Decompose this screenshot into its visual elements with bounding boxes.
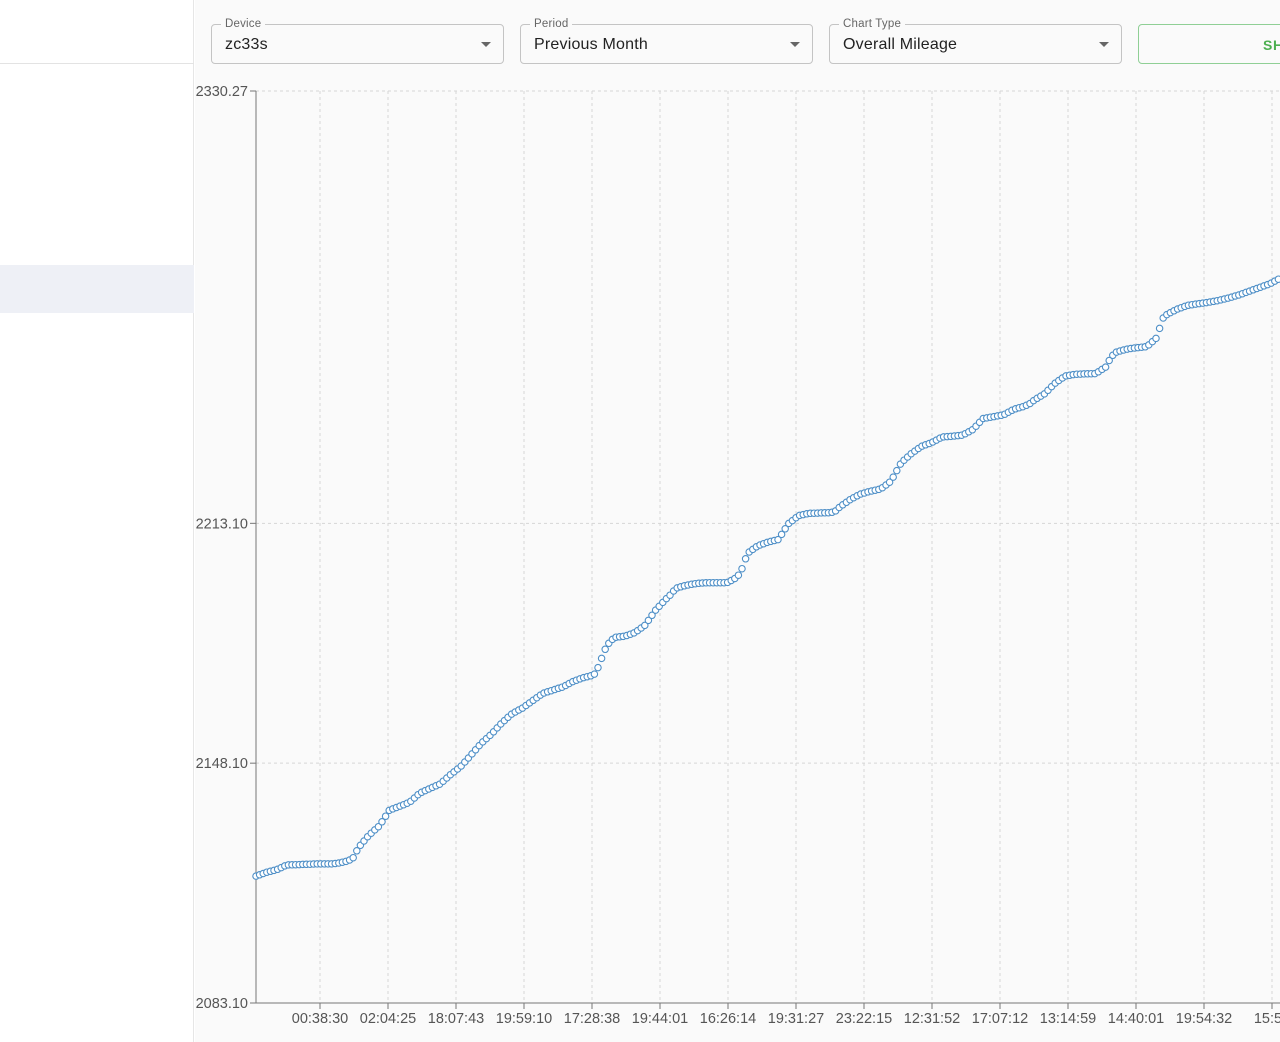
- data-point: [741, 555, 750, 563]
- y-tick-label: 2148.10: [196, 756, 248, 772]
- show-button-label: SH: [1263, 37, 1280, 53]
- x-tick-label: 19:54:32: [1176, 1011, 1232, 1027]
- data-point: [781, 525, 789, 533]
- x-tick-label: 19:44:01: [632, 1011, 688, 1027]
- x-tick-label: 14:40:01: [1108, 1011, 1164, 1027]
- chart-type-select-value: Overall Mileage: [843, 36, 958, 53]
- data-point: [889, 473, 897, 481]
- device-select-label: Device: [221, 18, 266, 30]
- data-point: [641, 621, 649, 630]
- data-point: [648, 611, 656, 620]
- mileage-chart: 2330.27 2213.10 2148.10 2083.10 00:38:30 02:0…: [196, 84, 1280, 1027]
- data-point: [885, 478, 894, 486]
- data-point: [353, 847, 361, 855]
- period-select-value: Previous Month: [534, 36, 648, 53]
- chevron-down-icon: [481, 42, 491, 47]
- data-point: [601, 645, 609, 654]
- x-tick-label: 16:26:14: [700, 1011, 756, 1027]
- chart-type-select-label: Chart Type: [839, 18, 906, 30]
- y-tick-label: 2330.27: [196, 84, 248, 100]
- sidebar: [0, 0, 194, 1042]
- x-tick-label: 15:58: [1254, 1011, 1280, 1027]
- chevron-down-icon: [1099, 42, 1109, 47]
- sidebar-header: [0, 0, 194, 64]
- data-point: [734, 571, 743, 579]
- device-select[interactable]: Device zc33s: [211, 18, 504, 64]
- x-tick-label: 19:31:27: [768, 1011, 824, 1027]
- data-point: [774, 535, 782, 544]
- main-panel: Device zc33s Period Previous Month Chart…: [195, 0, 1280, 1042]
- data-point: [381, 812, 390, 820]
- x-tick-label: 17:07:12: [972, 1011, 1028, 1027]
- show-button[interactable]: SH: [1138, 24, 1280, 64]
- chevron-down-icon: [790, 42, 800, 47]
- device-select-value: zc33s: [225, 36, 268, 53]
- period-select[interactable]: Period Previous Month: [520, 18, 813, 64]
- x-tick-label: 12:31:52: [904, 1011, 960, 1027]
- data-point: [893, 466, 901, 475]
- data-point: [1274, 275, 1280, 283]
- data-point: [644, 616, 653, 625]
- y-tick-label: 2083.10: [196, 996, 248, 1012]
- x-tick-label: 00:38:30: [292, 1011, 348, 1027]
- data-point: [378, 818, 386, 826]
- x-tick-label: 13:14:59: [1040, 1011, 1096, 1027]
- data-point: [594, 663, 602, 672]
- period-select-label: Period: [530, 18, 573, 30]
- data-point: [1101, 363, 1110, 371]
- data-point: [777, 530, 786, 539]
- data-point: [1152, 334, 1160, 343]
- sidebar-item-selected[interactable]: [0, 265, 194, 313]
- x-tick-label: 18:07:43: [428, 1011, 484, 1027]
- data-point: [597, 654, 606, 663]
- y-tick-label: 2213.10: [196, 516, 248, 532]
- chart-type-select[interactable]: Chart Type Overall Mileage: [829, 18, 1122, 64]
- x-tick-label: 19:59:10: [496, 1011, 552, 1027]
- data-point: [1155, 324, 1164, 333]
- x-tick-label: 02:04:25: [360, 1011, 416, 1027]
- data-point: [590, 670, 599, 678]
- x-tick-label: 17:28:38: [564, 1011, 620, 1027]
- data-point: [374, 822, 383, 831]
- data-point: [1105, 356, 1113, 365]
- data-point: [349, 853, 357, 862]
- data-point: [738, 564, 746, 573]
- x-tick-label: 23:22:15: [836, 1011, 892, 1027]
